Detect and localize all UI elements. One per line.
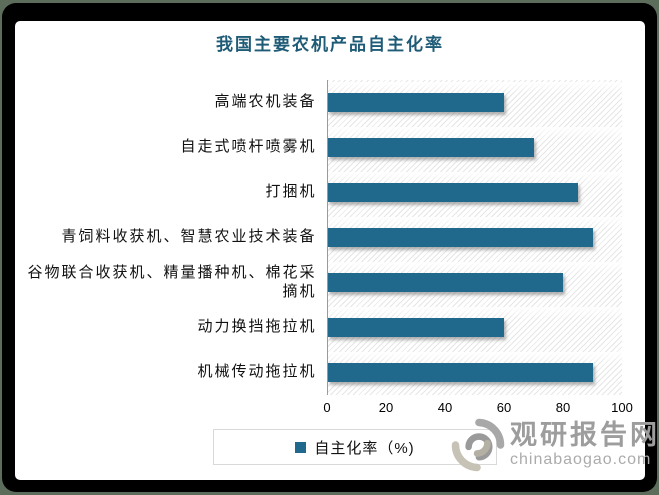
chart-content: 我国主要农机产品自主化率 高端农机装备自走式喷杆喷雾机打捆机青饲料收获机、智慧农…	[15, 21, 657, 480]
x-tick-label: 40	[437, 400, 453, 415]
legend: 自主化率（%)	[213, 429, 497, 465]
bar	[327, 318, 505, 337]
category-label: 动力换挡拖拉机	[197, 318, 317, 336]
watermark-domain: chinabaogao.com	[510, 451, 652, 469]
bar	[327, 93, 505, 112]
legend-label: 自主化率（%)	[314, 439, 415, 457]
bar-row	[327, 350, 623, 395]
bar-row	[327, 305, 623, 350]
chart-frame: 我国主要农机产品自主化率 高端农机装备自走式喷杆喷雾机打捆机青饲料收获机、智慧农…	[2, 3, 657, 492]
bar-row	[327, 170, 623, 215]
bar-row	[327, 215, 623, 260]
category-label: 机械传动拖拉机	[197, 363, 317, 381]
bar	[327, 363, 593, 382]
x-axis: 0 20 40 60 80 100	[323, 400, 632, 418]
category-label: 打捆机	[265, 183, 317, 201]
plot-area	[326, 80, 623, 395]
bar	[327, 183, 578, 202]
bar	[327, 228, 593, 247]
x-tick-label: 20	[378, 400, 394, 415]
category-label: 谷物联合收获机、精量播种机、棉花采摘机	[27, 263, 317, 300]
bar	[327, 273, 564, 292]
chart-title: 我国主要农机产品自主化率	[216, 35, 444, 54]
category-axis: 高端农机装备自走式喷杆喷雾机打捆机青饲料收获机、智慧农业技术装备谷物联合收获机、…	[15, 80, 327, 395]
category-label: 青饲料收获机、智慧农业技术装备	[61, 228, 317, 246]
x-tick-label: 0	[323, 400, 331, 415]
chart-body: 高端农机装备自走式喷杆喷雾机打捆机青饲料收获机、智慧农业技术装备谷物联合收获机、…	[15, 80, 622, 395]
bar-row	[327, 125, 623, 170]
bar-row	[327, 80, 623, 125]
legend-marker-icon	[295, 441, 307, 453]
x-tick-label: 100	[611, 400, 633, 415]
bar	[327, 138, 534, 157]
x-tick-label: 80	[555, 400, 571, 415]
watermark-text: 观研报告网 chinabaogao.com	[510, 421, 659, 468]
watermark-name: 观研报告网	[510, 420, 659, 451]
category-label: 高端农机装备	[214, 93, 317, 111]
x-tick-label: 60	[496, 400, 512, 415]
category-label: 自走式喷杆喷雾机	[180, 138, 317, 156]
bar-row	[327, 260, 623, 305]
